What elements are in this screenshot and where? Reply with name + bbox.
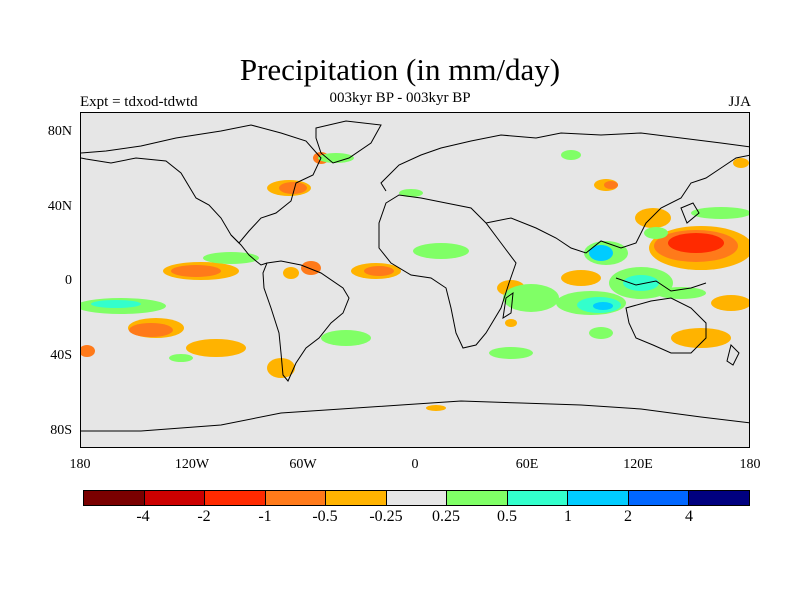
y-tick-label: 80S [50, 423, 72, 438]
antarctica-coast [81, 400, 749, 432]
x-tick-label: 180 [69, 457, 91, 472]
colorbar-label: 2 [624, 508, 632, 525]
colorbar-swatch [689, 491, 750, 505]
indonesia-coast [615, 277, 707, 292]
y-tick-label: 80N [47, 124, 72, 139]
x-tick-label: 0 [411, 457, 419, 472]
europe-coast [380, 132, 749, 192]
japan-coast [680, 202, 700, 224]
central-america-coast [230, 234, 268, 266]
coastlines [81, 120, 749, 432]
australia-coast [625, 297, 707, 354]
greenland-coast [315, 120, 382, 164]
colorbar-label: 0.5 [497, 508, 517, 525]
asia-coast [485, 154, 749, 254]
x-tick-label: 180 [739, 457, 761, 472]
x-tick-label: 120E [623, 457, 653, 472]
colorbar-swatch [568, 491, 629, 505]
colorbar-swatch [507, 491, 569, 505]
map-title: Precipitation (in mm/day) [239, 52, 561, 87]
colorbar-label: 0.25 [432, 508, 460, 525]
x-tick-label: 120W [174, 457, 210, 472]
colorbar [83, 490, 750, 506]
colorbar-swatch [326, 491, 387, 505]
positive-anomaly-patches [81, 150, 749, 362]
madagascar-coast [502, 291, 514, 319]
x-tick-label: 60W [289, 457, 317, 472]
y-tick-label: 40S [50, 348, 72, 363]
y-tick-label: 40N [47, 199, 72, 214]
colorbar-swatch [386, 491, 448, 505]
colorbar-swatch [84, 491, 145, 505]
south-america-coast [262, 260, 350, 382]
colorbar-label: -0.25 [369, 508, 403, 525]
colorbar-label: 4 [685, 508, 693, 525]
precipitation-map [81, 120, 749, 432]
map-panel [80, 112, 750, 448]
africa-coast [378, 194, 517, 349]
experiment-label: Expt = tdxod-tdwtd [80, 94, 198, 110]
new-zealand-coast [726, 344, 740, 366]
colorbar-swatch [265, 491, 327, 505]
colorbar-label: -4 [136, 508, 150, 525]
map-subtitle: 003kyr BP - 003kyr BP [329, 90, 471, 106]
season-label: JJA [728, 94, 751, 110]
colorbar-label: -1 [258, 508, 272, 525]
north-america-coast [81, 124, 322, 244]
colorbar-label: -0.5 [312, 508, 338, 525]
colorbar-label: -2 [197, 508, 211, 525]
negative-anomaly-patches [81, 152, 749, 411]
colorbar-swatch [447, 491, 508, 505]
colorbar-swatch [205, 491, 266, 505]
colorbar-swatch [628, 491, 690, 505]
colorbar-label: 1 [564, 508, 572, 525]
y-tick-label: 0 [65, 273, 72, 288]
x-tick-label: 60E [515, 457, 539, 472]
colorbar-swatch [144, 491, 206, 505]
